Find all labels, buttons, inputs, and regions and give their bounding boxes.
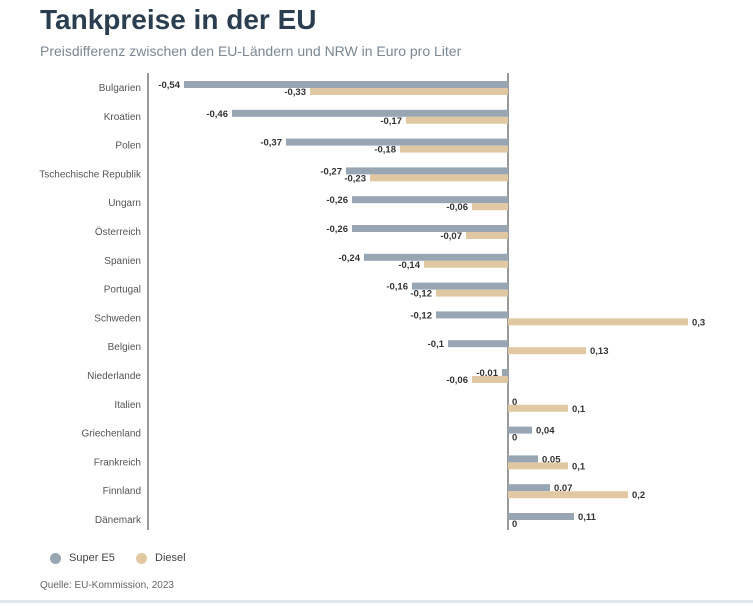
bottom-divider [0,600,753,603]
value-label-diesel: 0 [512,519,517,530]
bar-super-e5 [508,484,550,492]
category-label: Italien [114,400,141,411]
value-label-diesel: -0,23 [344,173,366,184]
chart-title: Tankpreise in der EU [40,4,317,35]
value-label-diesel: 0 [512,433,517,444]
category-label: Niederlande [87,371,141,382]
value-label-super-e5: -0,1 [428,339,445,350]
bar-diesel [466,232,508,239]
category-label: Tschechische Republik [39,169,142,180]
value-label-diesel: -0,07 [440,231,462,242]
bar-super-e5 [184,81,508,88]
bar-super-e5 [448,340,508,348]
value-label-super-e5: -0,46 [206,109,228,120]
value-label-super-e5: -0,37 [260,138,282,149]
source-note: Quelle: EU-Kommission, 2023 [40,580,174,591]
value-label-diesel: -0,12 [410,289,432,300]
bar-diesel [310,88,508,95]
bar-diesel [370,174,508,182]
bar-diesel [424,260,508,268]
bar-super-e5 [346,167,508,175]
bar-diesel [508,318,688,326]
value-label-diesel: -0,17 [380,116,402,127]
category-label: Ungarn [108,198,141,209]
bar-diesel [472,203,508,211]
bar-diesel [400,145,508,153]
value-label-diesel: -0,18 [374,145,396,156]
category-label: Portugal [104,285,141,296]
category-label: Griechenland [82,429,141,440]
value-label-super-e5: -0,54 [158,80,180,91]
bar-super-e5 [502,369,508,376]
bar-super-e5 [508,513,574,520]
bar-diesel [406,116,508,124]
bar-diesel [436,289,508,297]
value-label-super-e5: 0 [512,397,517,408]
chart-subtitle: Preisdifferenz zwischen den EU-Ländern u… [40,43,462,59]
value-label-diesel: 0,1 [572,461,586,472]
bar-super-e5 [286,138,508,146]
value-label-diesel: -0,06 [446,375,468,386]
bar-diesel [472,376,508,383]
value-label-super-e5: -0,01 [476,368,498,379]
bar-super-e5 [232,109,508,117]
category-label: Bulgarien [99,83,141,94]
value-label-diesel: -0,33 [284,87,306,98]
value-label-super-e5: 0,04 [536,426,555,437]
category-label: Frankreich [94,457,141,468]
bar-super-e5 [352,225,508,232]
bar-super-e5 [412,282,508,290]
category-label: Schweden [94,313,141,324]
value-label-super-e5: -0,16 [386,282,408,293]
bar-super-e5 [364,253,508,261]
value-label-diesel: -0,06 [446,202,468,213]
bar-diesel [508,404,568,412]
category-label: Dänemark [95,515,142,526]
value-label-diesel: -0,14 [398,260,420,271]
category-label: Finnland [103,486,141,497]
category-label: Österreich [95,226,141,238]
value-label-diesel: 0,3 [692,317,705,328]
legend-item-super: Super E5 [50,552,115,564]
bar-super-e5 [508,455,538,463]
value-label-super-e5: -0,27 [320,166,342,177]
legend-item-diesel: Diesel [136,552,186,564]
bar-diesel [508,347,586,355]
category-label: Belgien [108,342,141,353]
value-label-super-e5: -0,26 [326,195,348,206]
legend-label-diesel: Diesel [155,552,186,564]
bar-super-e5 [352,196,508,204]
legend-swatch-diesel [136,552,147,564]
value-label-diesel: 0,1 [572,404,586,415]
bar-super-e5 [436,311,508,319]
category-label: Spanien [104,256,141,267]
value-label-super-e5: 0,05 [542,454,561,465]
bar-chart: Bulgarien -0,54 -0,33 Kroatien -0,46 -0,17 Pol… [39,73,705,530]
category-label: Polen [115,141,141,152]
legend-label-super: Super E5 [69,552,115,564]
value-label-super-e5: -0,26 [326,224,348,235]
value-label-super-e5: -0,12 [410,310,432,321]
bar-super-e5 [508,426,532,434]
value-label-super-e5: 0,11 [578,512,597,523]
value-label-super-e5: 0,07 [554,483,573,494]
value-label-diesel: 0,2 [632,490,645,501]
bar-diesel [508,491,628,499]
category-label: Kroatien [104,112,141,123]
value-label-diesel: 0,13 [590,346,609,357]
legend-swatch-super [50,552,61,564]
bar-diesel [508,462,568,470]
value-label-super-e5: -0,24 [338,253,360,264]
